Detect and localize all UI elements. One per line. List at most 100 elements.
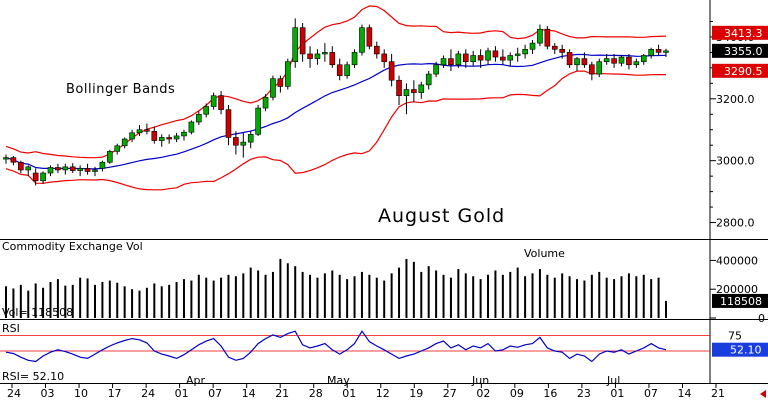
candle-body — [522, 49, 528, 55]
bollinger-lower-band — [5, 70, 666, 191]
candle-body — [25, 166, 32, 171]
candle-body — [514, 53, 521, 56]
candle-body — [92, 169, 98, 172]
month-label: May — [327, 374, 350, 387]
candle-body — [151, 130, 158, 141]
axis-labels: 2800.03000.03200.03400.03413.33355.03290… — [7, 25, 768, 400]
candle-body — [559, 49, 565, 53]
time-tick-label: 01 — [175, 387, 189, 400]
candle-body — [596, 61, 603, 75]
price-tick-label: 3200.0 — [716, 93, 755, 106]
candle-body — [492, 50, 499, 58]
time-tick-label: 21 — [711, 387, 725, 400]
candle-body — [225, 109, 232, 138]
candle-body — [40, 172, 46, 182]
volume-last-label: Vol= 118508 — [2, 306, 73, 319]
candle-body — [47, 167, 54, 174]
price-candles — [3, 18, 669, 186]
candle-body — [344, 64, 350, 76]
candle-body — [403, 89, 410, 97]
candle-body — [477, 55, 484, 61]
candle-body — [188, 121, 195, 133]
candle-body — [144, 129, 150, 132]
candle-body — [507, 55, 514, 61]
volume-last-tag-box — [712, 293, 768, 308]
candle-body — [359, 27, 365, 53]
time-tick-label: 24 — [141, 387, 155, 400]
candle-body — [299, 27, 306, 55]
moving-average-line — [5, 53, 667, 170]
price-tag-lower-band-box — [712, 63, 768, 78]
candle-body — [336, 64, 343, 76]
candle-body — [640, 55, 647, 62]
candle-body — [158, 137, 165, 141]
time-tick-label: 09 — [510, 387, 524, 400]
time-tick-label: 19 — [409, 387, 423, 400]
candle-body — [270, 78, 276, 98]
rsi-last-label: RSI= 52.10 — [2, 370, 64, 383]
price-tick-label: 3000.0 — [716, 155, 755, 168]
scroll-arrow-icon[interactable] — [760, 390, 766, 398]
candle-body — [277, 78, 284, 87]
candle-body — [166, 137, 172, 140]
candle-body — [411, 89, 417, 93]
candle-body — [537, 28, 543, 44]
candle-body — [366, 27, 373, 47]
candle-body — [114, 145, 121, 152]
volume-bars — [5, 258, 667, 318]
candle-body — [440, 58, 447, 66]
candle-body — [255, 107, 261, 135]
candle-body — [99, 161, 106, 169]
candle-body — [581, 58, 588, 66]
time-tick-label: 01 — [610, 387, 624, 400]
time-tick-label: 27 — [443, 387, 457, 400]
candle-body — [181, 131, 187, 137]
time-tick-label: 07 — [644, 387, 658, 400]
rsi-line — [0, 330, 710, 363]
candle-body — [455, 53, 462, 66]
candle-body — [292, 27, 299, 62]
candle-body — [196, 113, 202, 123]
candle-body — [544, 28, 551, 47]
price-tag-last: 3355.0 — [724, 45, 763, 58]
candle-body — [663, 50, 669, 53]
candle-body — [373, 45, 380, 55]
price-tag-last-box — [712, 43, 768, 58]
candle-body — [500, 56, 506, 61]
candle-body — [433, 64, 439, 75]
time-tick-label: 14 — [242, 387, 256, 400]
price-tag-lower-band: 3290.5 — [724, 65, 763, 78]
candle-body — [129, 132, 135, 140]
time-tick-label: 07 — [208, 387, 222, 400]
candle-body — [173, 135, 180, 140]
volume-tick-label: 400000 — [716, 254, 758, 267]
candle-body — [470, 55, 476, 62]
rsi-tick-label: 75 — [728, 330, 742, 343]
candle-body — [648, 49, 654, 56]
time-tick-label: 28 — [309, 387, 323, 400]
candle-body — [418, 84, 425, 93]
volume-tick-label: 0 — [758, 312, 765, 325]
rsi-last-tag: 52.10 — [730, 344, 762, 357]
candle-body — [485, 50, 491, 61]
time-tick-label: 01 — [342, 387, 356, 400]
candle-body — [618, 56, 625, 64]
candle-body — [69, 166, 76, 171]
candle-body — [55, 167, 61, 171]
candle-body — [566, 52, 573, 66]
rsi-series-line — [5, 330, 667, 363]
bollinger-annotation: Bollinger Bands — [66, 82, 175, 97]
time-tick-label: 12 — [376, 387, 390, 400]
time-tick-label: 02 — [476, 387, 490, 400]
month-label: Jul — [606, 374, 620, 387]
candle-body — [233, 137, 239, 146]
chart-title: August Gold — [378, 205, 505, 227]
rsi-panel-title: RSI — [2, 322, 20, 335]
candle-body — [611, 58, 617, 64]
candle-body — [448, 58, 454, 66]
time-tick-label: 14 — [677, 387, 691, 400]
time-tick-label: 03 — [41, 387, 55, 400]
candle-body — [603, 58, 610, 62]
candle-body — [107, 151, 113, 163]
